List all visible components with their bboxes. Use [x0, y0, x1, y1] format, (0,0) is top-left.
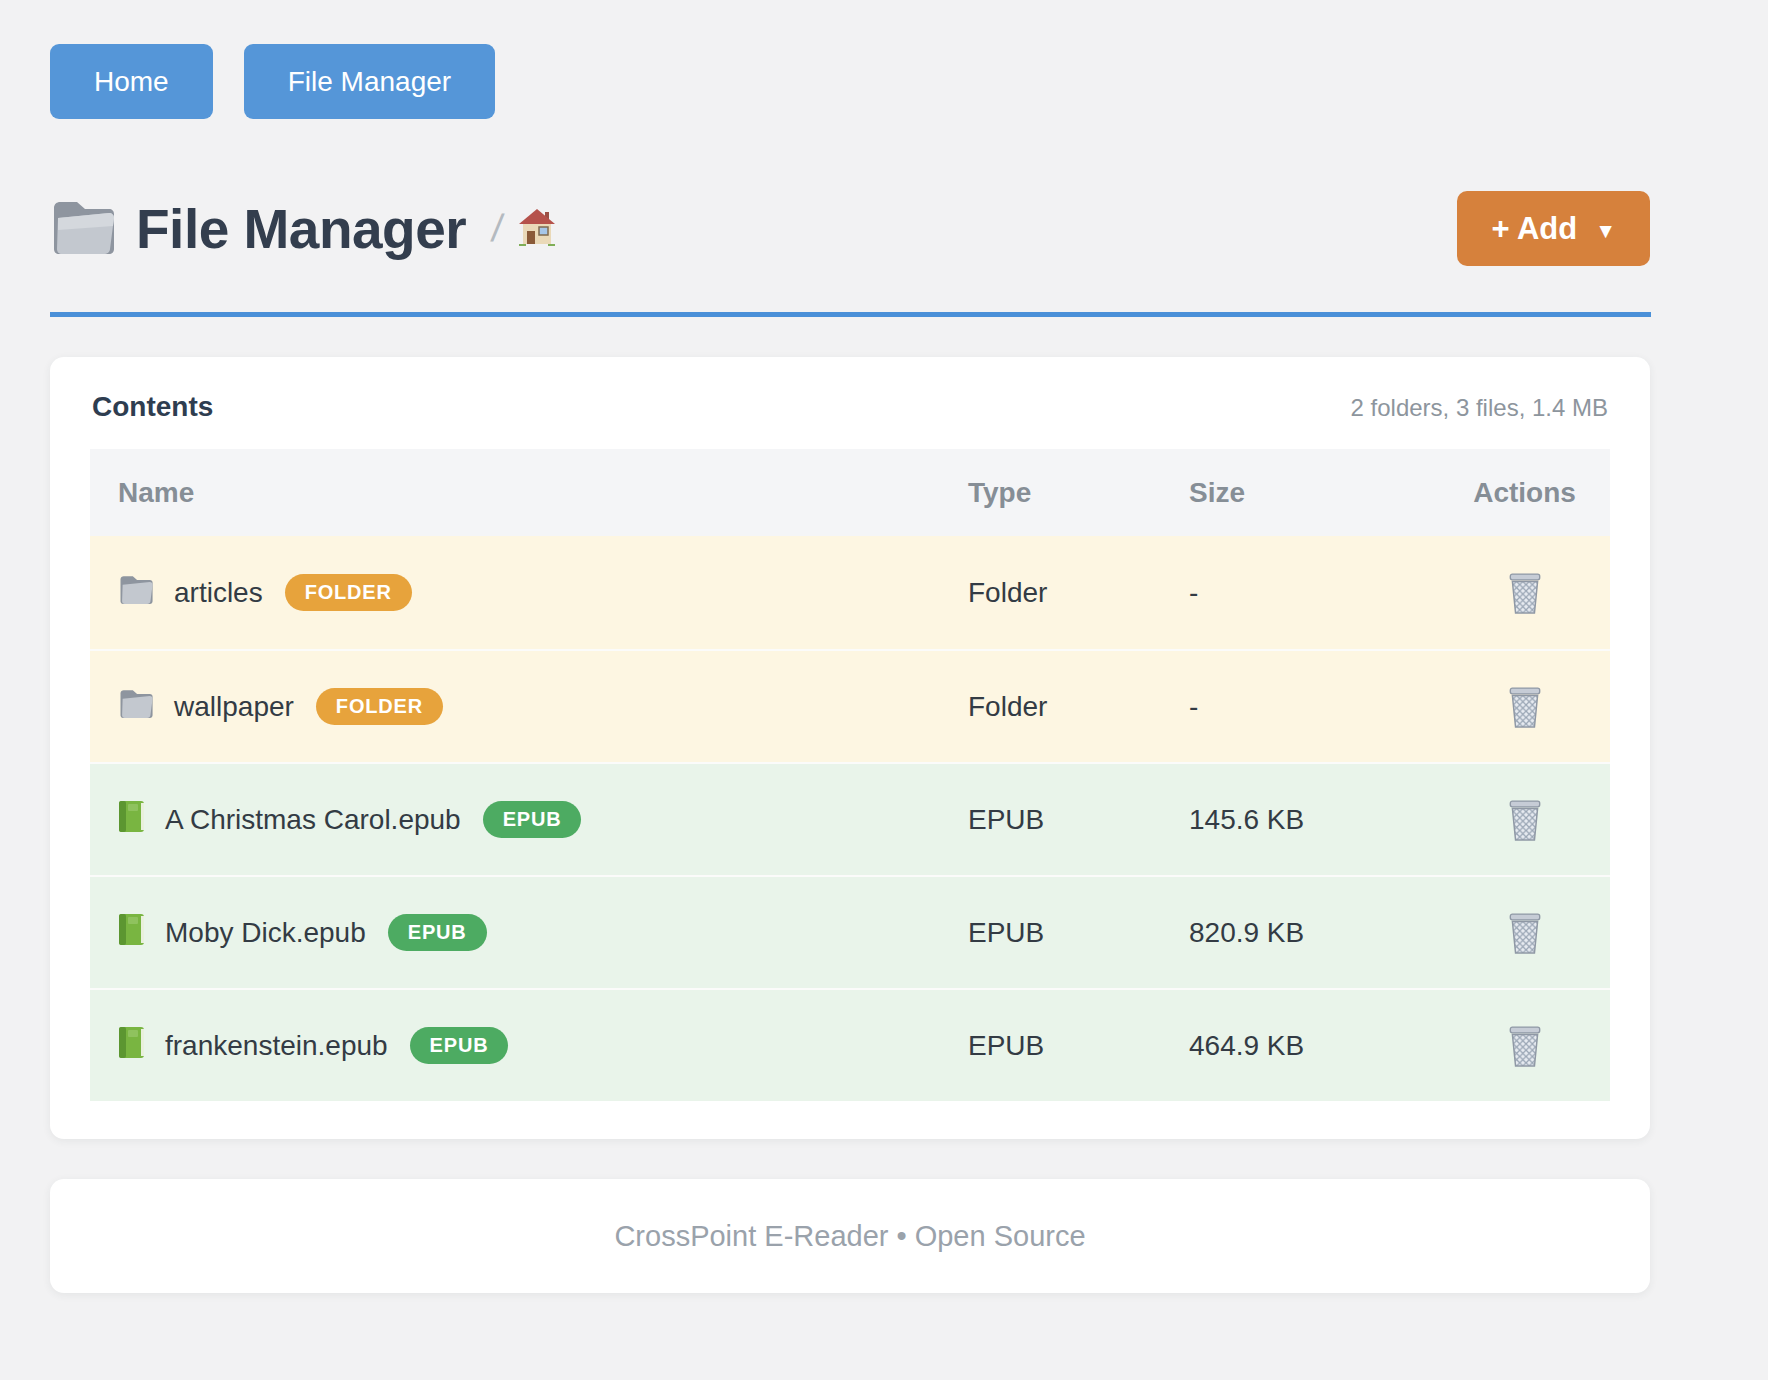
- trash-icon: [1507, 799, 1543, 841]
- table-body: articles FOLDER Folder -: [90, 536, 1610, 1101]
- title-group: File Manager /: [50, 197, 557, 261]
- page-title: File Manager: [136, 197, 466, 261]
- trash-icon: [1507, 686, 1543, 728]
- file-type: EPUB: [968, 917, 1189, 949]
- type-badge: EPUB: [410, 1027, 509, 1064]
- delete-button[interactable]: [1503, 795, 1547, 845]
- type-badge: FOLDER: [316, 688, 443, 725]
- trash-icon: [1507, 1025, 1543, 1067]
- table-header-row: Name Type Size Actions: [90, 449, 1610, 536]
- house-icon[interactable]: [517, 208, 557, 250]
- file-type: EPUB: [968, 804, 1189, 836]
- header-divider: [50, 312, 1651, 317]
- file-name[interactable]: Moby Dick.epub: [165, 917, 366, 949]
- trash-icon: [1507, 572, 1543, 614]
- column-header-actions: Actions: [1439, 477, 1610, 509]
- contents-summary: 2 folders, 3 files, 1.4 MB: [1351, 394, 1608, 422]
- file-type: Folder: [968, 691, 1189, 723]
- folder-icon: [118, 574, 154, 612]
- folder-icon: [50, 198, 116, 260]
- type-badge: EPUB: [388, 914, 487, 951]
- table-row: A Christmas Carol.epub EPUB EPUB 145.6 K…: [90, 762, 1610, 875]
- delete-button[interactable]: [1503, 1021, 1547, 1071]
- chevron-down-icon: ▼: [1595, 217, 1616, 241]
- file-size: -: [1189, 577, 1439, 609]
- book-icon: [118, 913, 145, 953]
- file-type: Folder: [968, 577, 1189, 609]
- add-button-label: + Add: [1491, 211, 1577, 247]
- nav-button-file-manager[interactable]: File Manager: [244, 44, 495, 119]
- delete-button[interactable]: [1503, 908, 1547, 958]
- table-row: frankenstein.epub EPUB EPUB 464.9 KB: [90, 988, 1610, 1101]
- nav-button-home[interactable]: Home: [50, 44, 213, 119]
- file-table: Name Type Size Actions articles FOLDER: [90, 449, 1610, 1101]
- table-row: articles FOLDER Folder -: [90, 536, 1610, 649]
- trash-icon: [1507, 912, 1543, 954]
- table-row: wallpaper FOLDER Folder -: [90, 649, 1610, 762]
- contents-heading: Contents: [92, 391, 213, 423]
- contents-bar: Contents 2 folders, 3 files, 1.4 MB: [90, 391, 1610, 423]
- folder-icon: [118, 688, 154, 726]
- file-name[interactable]: wallpaper: [174, 691, 294, 723]
- file-name[interactable]: A Christmas Carol.epub: [165, 804, 461, 836]
- column-header-type: Type: [968, 477, 1189, 509]
- delete-button[interactable]: [1503, 568, 1547, 618]
- file-size: 820.9 KB: [1189, 917, 1439, 949]
- delete-button[interactable]: [1503, 682, 1547, 732]
- file-name[interactable]: articles: [174, 577, 263, 609]
- footer-text: CrossPoint E-Reader • Open Source: [614, 1220, 1085, 1253]
- book-icon: [118, 1026, 145, 1066]
- table-row: Moby Dick.epub EPUB EPUB 820.9 KB: [90, 875, 1610, 988]
- file-type: EPUB: [968, 1030, 1189, 1062]
- type-badge: EPUB: [483, 801, 582, 838]
- add-button[interactable]: + Add ▼: [1457, 191, 1650, 266]
- top-navigation: Home File Manager: [0, 0, 1768, 119]
- file-size: 145.6 KB: [1189, 804, 1439, 836]
- column-header-size: Size: [1189, 477, 1439, 509]
- type-badge: FOLDER: [285, 574, 412, 611]
- file-size: 464.9 KB: [1189, 1030, 1439, 1062]
- contents-card: Contents 2 folders, 3 files, 1.4 MB Name…: [50, 357, 1650, 1139]
- file-name[interactable]: frankenstein.epub: [165, 1030, 388, 1062]
- breadcrumb-separator: /: [489, 207, 506, 250]
- column-header-name: Name: [90, 477, 968, 509]
- footer-card: CrossPoint E-Reader • Open Source: [50, 1179, 1650, 1293]
- page-header: File Manager / + Add ▼: [50, 191, 1650, 266]
- book-icon: [118, 800, 145, 840]
- file-size: -: [1189, 691, 1439, 723]
